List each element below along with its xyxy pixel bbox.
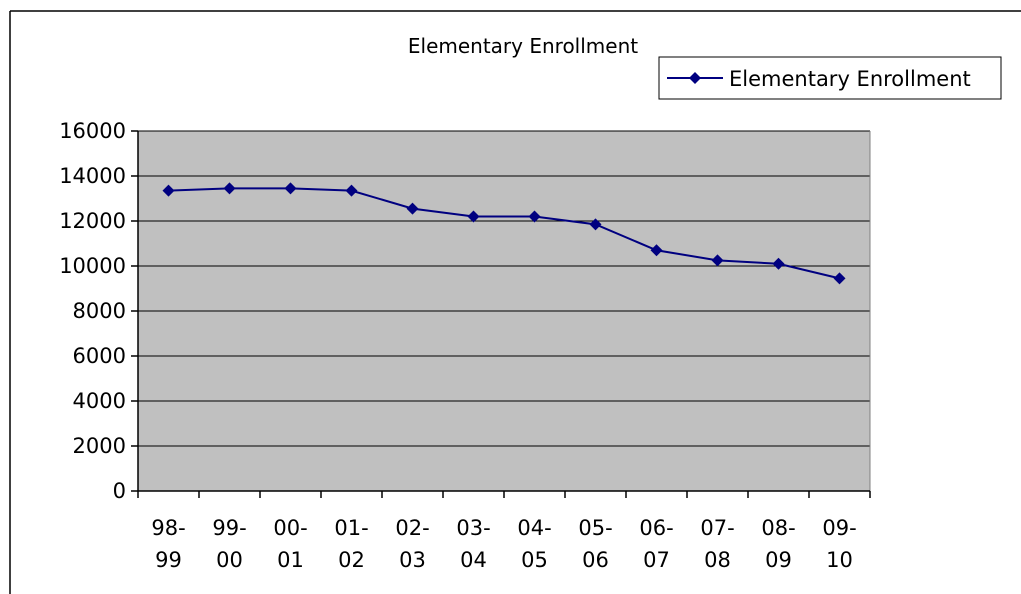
data-point-10 — [772, 257, 785, 270]
gridlines — [138, 130, 871, 491]
axes — [131, 130, 871, 498]
y-tick-label-12000: 12000 — [59, 209, 126, 233]
data-point-7 — [589, 218, 602, 231]
chart-title: Elementary Enrollment — [408, 34, 638, 58]
y-tick-label-0: 0 — [113, 479, 126, 503]
y-tick-label-16000: 16000 — [59, 119, 126, 143]
data-point-8 — [650, 244, 663, 257]
y-tick-label-2000: 2000 — [73, 434, 126, 458]
x-tick-label-9: 07-08 — [700, 516, 734, 572]
y-axis-tick-labels: 0 2000 4000 6000 8000 10000 12000 14000 16000 — [59, 119, 126, 503]
series-elementary-enrollment — [162, 182, 846, 285]
data-point-1 — [223, 182, 236, 195]
data-point-4 — [406, 202, 419, 215]
data-point-3 — [345, 184, 358, 197]
y-tick-label-8000: 8000 — [73, 299, 126, 323]
x-tick-label-2: 00-01 — [273, 516, 307, 572]
x-tick-label-1: 99-00 — [212, 516, 246, 572]
x-tick-label-5: 03-04 — [456, 516, 490, 572]
x-tick-label-7: 05-06 — [578, 516, 612, 572]
data-point-0 — [162, 184, 175, 197]
data-point-11 — [833, 272, 846, 285]
y-tick-label-14000: 14000 — [59, 164, 126, 188]
series-line — [168, 187, 840, 280]
data-point-6 — [528, 210, 541, 223]
x-tick-label-6: 04-05 — [517, 516, 551, 572]
legend-series-label: Elementary Enrollment — [729, 67, 971, 91]
x-tick-label-4: 02-03 — [395, 516, 429, 572]
x-tick-label-10: 08-09 — [761, 516, 795, 572]
x-tick-label-8: 06-07 — [639, 516, 673, 572]
x-axis-tick-labels: 98-99 99-00 00-01 01-02 02-03 03-04 04-05 05-06… — [151, 516, 856, 572]
legend-diamond-marker — [689, 72, 701, 84]
data-point-2 — [284, 182, 297, 195]
data-point-5 — [467, 210, 480, 223]
legend: Elementary Enrollment — [658, 56, 1002, 100]
data-point-9 — [711, 254, 724, 267]
y-tick-label-6000: 6000 — [73, 344, 126, 368]
x-tick-label-11: 09-10 — [822, 516, 856, 572]
y-tick-label-10000: 10000 — [59, 254, 126, 278]
y-tick-label-4000: 4000 — [73, 389, 126, 413]
x-tick-label-0: 98-99 — [151, 516, 185, 572]
x-tick-label-3: 01-02 — [334, 516, 368, 572]
